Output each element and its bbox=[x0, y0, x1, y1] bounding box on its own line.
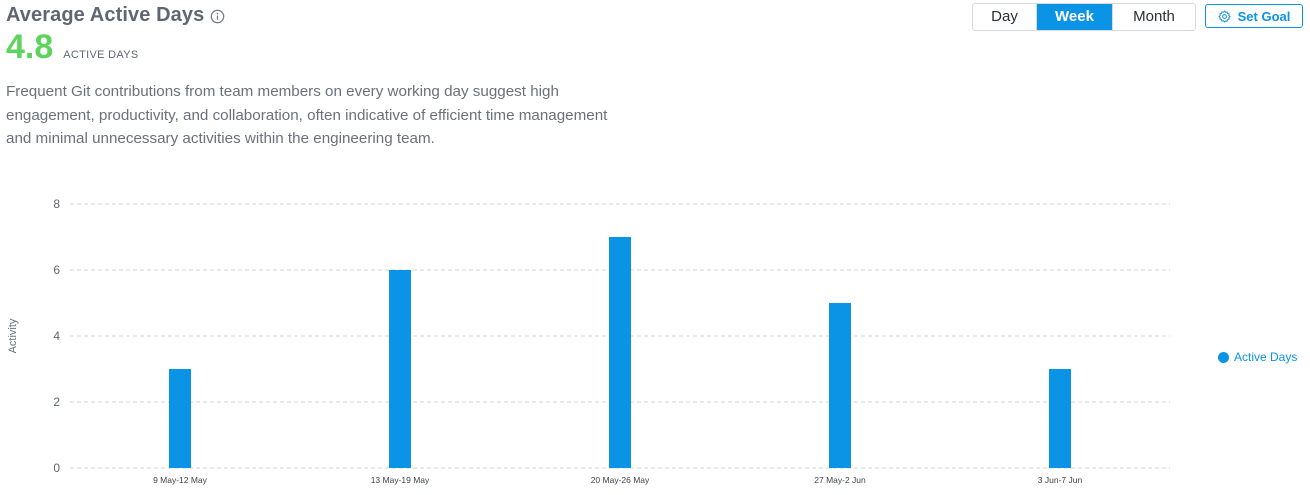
legend-label: Active Days bbox=[1234, 350, 1298, 364]
granularity-week-button[interactable]: Week bbox=[1037, 4, 1113, 30]
x-tick-label: 20 May-26 May bbox=[591, 475, 650, 485]
y-tick-label: 8 bbox=[53, 197, 60, 211]
granularity-day-button[interactable]: Day bbox=[973, 4, 1037, 30]
y-tick-label: 2 bbox=[53, 395, 60, 409]
x-tick-label: 13 May-19 May bbox=[371, 475, 430, 485]
legend-marker bbox=[1218, 351, 1229, 363]
info-icon[interactable] bbox=[210, 9, 225, 24]
set-goal-button[interactable]: Set Goal bbox=[1205, 4, 1303, 28]
granularity-month-button[interactable]: Month bbox=[1133, 8, 1175, 25]
y-axis-title: Activity bbox=[7, 318, 19, 353]
widget-description: Frequent Git contributions from team mem… bbox=[6, 83, 608, 147]
metric-value: 4.8 bbox=[6, 28, 54, 66]
metric-unit: ACTIVE DAYS bbox=[63, 49, 139, 61]
x-tick-label: 27 May-2 Jun bbox=[814, 475, 866, 485]
metric-summary: 4.8 ACTIVE DAYS bbox=[6, 27, 139, 67]
y-tick-label: 4 bbox=[53, 329, 60, 343]
bar-4 bbox=[829, 303, 851, 468]
x-tick-label: 3 Jun-7 Jun bbox=[1038, 475, 1083, 485]
y-tick-label: 6 bbox=[53, 263, 60, 277]
chart-legend[interactable]: Active Days bbox=[1218, 350, 1297, 364]
bar-3 bbox=[609, 237, 631, 468]
granularity-toggle: Day Week Month bbox=[972, 3, 1196, 31]
gear-icon bbox=[1218, 9, 1231, 23]
y-tick-label: 0 bbox=[53, 461, 60, 475]
set-goal-label: Set Goal bbox=[1237, 8, 1291, 24]
bar-5 bbox=[1049, 369, 1071, 468]
x-tick-label: 9 May-12 May bbox=[153, 475, 208, 485]
widget-title: Average Active Days bbox=[6, 4, 205, 26]
widget-header: Average Active Days bbox=[6, 4, 225, 27]
bar-2 bbox=[389, 270, 411, 468]
bar-1 bbox=[169, 369, 191, 468]
